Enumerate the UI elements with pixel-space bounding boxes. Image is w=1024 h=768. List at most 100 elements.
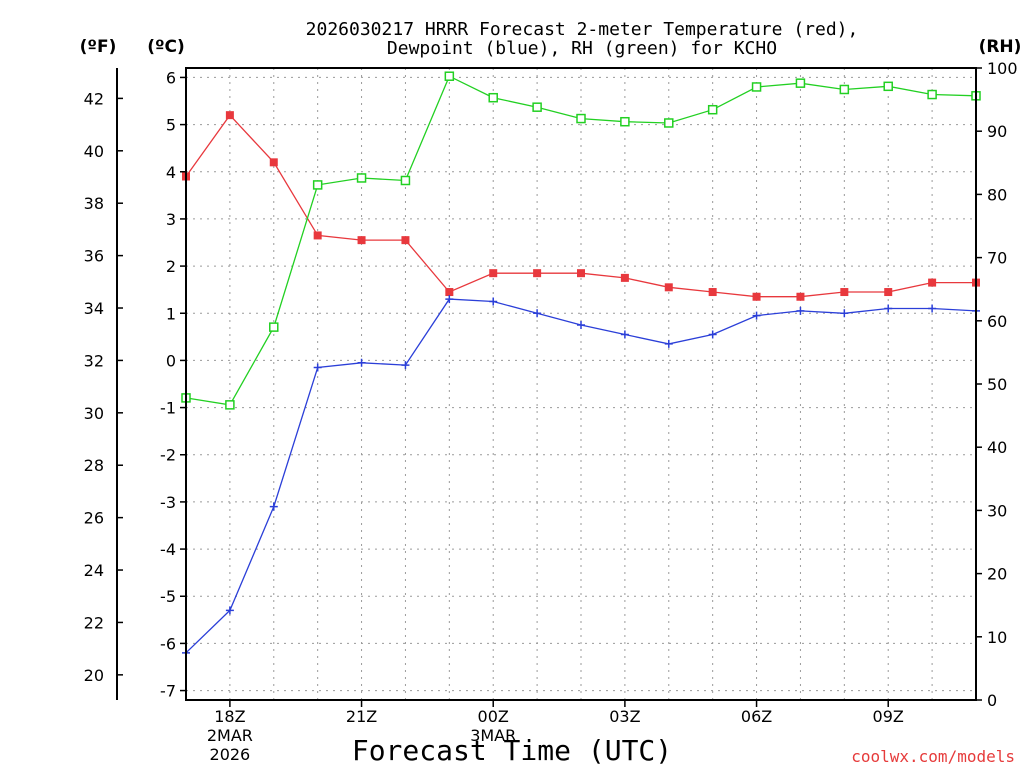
celsius-tick-label: 1 <box>166 304 176 323</box>
axis-layer: -7-6-5-4-3-2-101234562022242628303234363… <box>84 59 1018 764</box>
celsius-tick-label: 5 <box>166 116 176 135</box>
temperature-point <box>577 269 585 278</box>
celsius-tick-label: -1 <box>160 399 176 418</box>
fahrenheit-tick-label: 36 <box>84 247 104 266</box>
rh-point <box>927 89 937 100</box>
dewpoint-point <box>401 361 410 370</box>
rh-point <box>444 71 455 81</box>
x-tick-label: 18Z <box>214 707 245 726</box>
fahrenheit-tick-label: 34 <box>84 299 104 318</box>
dewpoint-point <box>840 309 849 318</box>
chart-title-line1: 2026030217 HRRR Forecast 2-meter Tempera… <box>306 19 859 40</box>
rh-point <box>664 118 674 128</box>
dewpoint-point <box>225 606 234 615</box>
celsius-tick-label: -4 <box>160 540 176 559</box>
celsius-tick-label: -3 <box>160 493 176 512</box>
rh-point <box>883 81 893 92</box>
temperature-point <box>445 288 454 297</box>
temperature-point <box>884 288 893 297</box>
temperature-point <box>664 283 673 292</box>
rh-point <box>488 92 498 103</box>
credit-text: coolwx.com/models <box>851 747 1015 766</box>
dewpoint-point <box>708 330 717 339</box>
rh-tick-label: 60 <box>987 312 1007 331</box>
celsius-tick-label: 6 <box>166 68 176 87</box>
dewpoint-point <box>577 321 585 330</box>
celsius-tick-label: -7 <box>160 682 176 701</box>
rh-tick-label: 40 <box>987 438 1007 457</box>
fahrenheit-tick-label: 42 <box>84 89 104 108</box>
rh-tick-label: 50 <box>987 375 1007 394</box>
dewpoint-point <box>489 297 498 306</box>
temperature-point <box>489 269 498 278</box>
rh-tick-label: 100 <box>987 59 1018 78</box>
rh-point <box>795 78 806 88</box>
x-tick-label: 21Z <box>346 707 377 726</box>
rh-tick-label: 0 <box>987 691 997 710</box>
dewpoint-point <box>445 295 454 304</box>
x-axis-label: Forecast Time (UTC) <box>352 734 672 767</box>
rh-tick-label: 10 <box>987 628 1007 647</box>
rh-point <box>400 175 411 186</box>
celsius-unit-label: (ºC) <box>147 37 185 57</box>
x-tick-date: 3MAR <box>470 726 516 745</box>
dewpoint-point <box>796 306 805 315</box>
rh-point <box>356 173 367 183</box>
rh-point <box>620 116 630 127</box>
x-tick-year: 2026 <box>210 745 251 764</box>
rh-point <box>707 104 718 115</box>
rh-tick-label: 90 <box>987 122 1007 141</box>
temperature-point <box>752 292 761 301</box>
fahrenheit-tick-label: 20 <box>84 666 104 685</box>
rh-point <box>839 84 850 95</box>
rh-tick-label: 30 <box>987 501 1007 520</box>
plot-frame <box>185 67 977 701</box>
temperature-point <box>796 292 805 301</box>
rh-tick-label: 80 <box>987 185 1007 204</box>
rh-tick-label: 20 <box>987 565 1007 584</box>
dewpoint-point <box>313 363 322 372</box>
rh-tick-label: 70 <box>987 249 1007 268</box>
rh-point <box>269 322 279 332</box>
x-tick-label: 09Z <box>873 707 904 726</box>
grid-layer <box>186 68 976 700</box>
temperature-point <box>620 273 629 282</box>
dewpoint-point <box>884 304 893 313</box>
fahrenheit-tick-label: 28 <box>84 456 104 475</box>
rh-point <box>751 82 762 92</box>
celsius-tick-label: 2 <box>166 257 176 276</box>
dewpoint-point <box>620 330 629 339</box>
rh-unit-label: (RH) <box>979 37 1022 57</box>
temperature-point <box>708 288 717 297</box>
celsius-tick-label: -5 <box>160 587 176 606</box>
temperature-point <box>313 231 322 240</box>
fahrenheit-tick-label: 32 <box>84 351 104 370</box>
temperature-point <box>401 236 410 245</box>
rh-point <box>532 102 542 112</box>
fahrenheit-tick-label: 26 <box>84 509 104 528</box>
fahrenheit-tick-label: 22 <box>84 613 104 632</box>
dewpoint-point <box>752 311 761 320</box>
celsius-tick-label: 3 <box>166 210 176 229</box>
fahrenheit-tick-label: 30 <box>84 404 104 423</box>
dewpoint-point <box>269 502 278 511</box>
temperature-point <box>928 278 937 287</box>
fahrenheit-unit-label: (ºF) <box>80 37 117 57</box>
celsius-tick-label: 0 <box>166 351 176 370</box>
fahrenheit-tick-label: 40 <box>84 142 104 161</box>
fahrenheit-tick-label: 24 <box>84 561 104 580</box>
fahrenheit-tick-label: 38 <box>84 194 104 213</box>
dewpoint-point <box>357 358 366 367</box>
celsius-tick-label: -6 <box>160 634 176 653</box>
dewpoint-point <box>664 339 673 348</box>
temperature-point <box>533 269 542 278</box>
x-tick-label: 06Z <box>741 707 772 726</box>
temperature-point <box>357 236 366 245</box>
celsius-tick-label: -2 <box>160 446 176 465</box>
temperature-point <box>269 158 278 167</box>
x-tick-label: 00Z <box>478 707 509 726</box>
x-tick-label: 03Z <box>609 707 640 726</box>
series-layer <box>181 71 981 657</box>
x-tick-date: 2MAR <box>207 726 253 745</box>
